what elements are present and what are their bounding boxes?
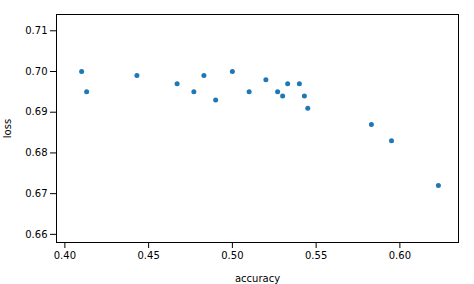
svg-text:0.68: 0.68 bbox=[25, 147, 47, 158]
svg-text:0.55: 0.55 bbox=[305, 250, 327, 261]
svg-text:0.70: 0.70 bbox=[25, 66, 47, 77]
svg-text:0.71: 0.71 bbox=[25, 25, 47, 36]
svg-text:0.66: 0.66 bbox=[25, 229, 47, 240]
svg-text:0.40: 0.40 bbox=[54, 250, 76, 261]
svg-text:0.45: 0.45 bbox=[137, 250, 159, 261]
svg-text:0.69: 0.69 bbox=[25, 106, 47, 117]
svg-text:0.50: 0.50 bbox=[221, 250, 243, 261]
svg-text:loss: loss bbox=[2, 119, 13, 138]
svg-text:0.67: 0.67 bbox=[25, 188, 47, 199]
svg-text:accuracy: accuracy bbox=[235, 273, 280, 284]
svg-text:0.60: 0.60 bbox=[389, 250, 411, 261]
